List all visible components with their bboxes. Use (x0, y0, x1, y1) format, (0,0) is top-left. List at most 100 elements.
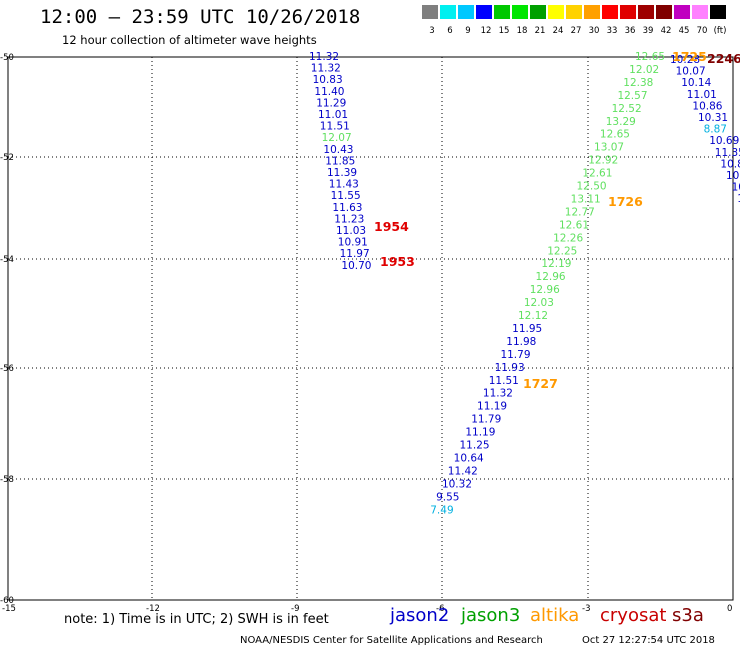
legend-s3a: s3a (672, 605, 704, 626)
wave-height-label: 12.61 (582, 168, 612, 180)
wave-height-label: 7.49 (430, 504, 453, 516)
wave-height-label: 10.28 (670, 54, 700, 66)
wave-height-label: 13.11 (571, 193, 601, 205)
wave-height-label: 13.07 (594, 142, 624, 154)
wave-height-label: 11.63 (332, 202, 362, 214)
wave-height-label: 10.83 (313, 74, 343, 86)
color-scale-label: 33 (606, 26, 618, 36)
wave-height-label: 11.51 (320, 121, 350, 133)
color-swatch (656, 5, 672, 19)
wave-height-label: 10. (732, 182, 740, 194)
y-tick-label: -50 (0, 53, 14, 63)
wave-height-label: 12.92 (588, 155, 618, 167)
wave-height-label: 11.79 (471, 414, 501, 426)
units-note: note: 1) Time is in UTC; 2) SWH is in fe… (64, 612, 329, 627)
wave-height-label: 11.51 (489, 375, 519, 387)
wave-height-label: 10.31 (698, 112, 728, 124)
wave-height-label: 11.85 (325, 155, 355, 167)
color-swatch (710, 5, 726, 19)
wave-height-label: 11.97 (340, 248, 370, 260)
wave-height-label: 13.29 (606, 116, 636, 128)
legend-altika: altika (530, 605, 580, 626)
y-tick-label: -60 (0, 596, 14, 606)
legend-jason2: jason2 (390, 605, 450, 626)
wave-height-label: 11.23 (334, 213, 364, 225)
wave-height-label: 11.42 (448, 465, 478, 477)
wave-height-label: 12.57 (617, 90, 647, 102)
wave-height-label: 12.96 (536, 271, 566, 283)
wave-height-label: 11.32 (311, 63, 341, 75)
color-swatch (422, 5, 438, 19)
pass-time-label: 1727 (523, 376, 558, 391)
wave-height-label: 11.98 (506, 336, 536, 348)
legend-jason3: jason3 (461, 605, 521, 626)
wave-height-label: 10.86 (692, 100, 722, 112)
color-scale-label: 3 (429, 26, 435, 36)
color-swatch (566, 5, 582, 19)
color-scale-label: 36 (624, 26, 636, 36)
wave-height-label: 11.43 (329, 179, 359, 191)
wave-height-label: 11.01 (687, 89, 717, 101)
wave-height-label: 12.02 (629, 64, 659, 76)
wave-height-label: 11.01 (318, 109, 348, 121)
footer-agency: NOAA/NESDIS Center for Satellite Applica… (240, 635, 543, 646)
color-scale-label: 15 (498, 26, 510, 36)
color-scale-label: (ft) (713, 26, 727, 36)
footer-timestamp: Oct 27 12:27:54 UTC 2018 (582, 635, 715, 646)
color-scale-label: 27 (570, 26, 582, 36)
color-swatch (530, 5, 546, 19)
wave-height-label: 11.55 (331, 190, 361, 202)
wave-height-label: 10.70 (341, 260, 371, 272)
color-swatch (584, 5, 600, 19)
wave-height-label: 10.86 (720, 158, 740, 170)
wave-height-label: 11.93 (495, 362, 525, 374)
color-swatch (494, 5, 510, 19)
color-scale-label: 30 (588, 26, 600, 36)
color-swatch (692, 5, 708, 19)
y-tick-label: -52 (0, 153, 14, 163)
y-tick-label: -58 (0, 475, 14, 485)
wave-height-label: 11.35 (715, 147, 740, 159)
wave-height-label: 11.19 (465, 427, 495, 439)
x-tick-label: 0 (727, 604, 732, 614)
color-swatch (476, 5, 492, 19)
wave-height-label: 11.29 (316, 97, 346, 109)
wave-height-label: 11.03 (336, 225, 366, 237)
x-tick-label: -6 (436, 604, 444, 614)
color-scale-label: 18 (516, 26, 528, 36)
color-scale-label: 45 (678, 26, 690, 36)
wave-height-label: 12.50 (577, 181, 607, 193)
wave-height-label: 10.91 (338, 237, 368, 249)
wave-height-label: 10.32 (442, 478, 472, 490)
wave-height-label: 10.14 (681, 77, 711, 89)
color-swatch (638, 5, 654, 19)
page-title: 12:00 – 23:59 UTC 10/26/2018 (40, 6, 361, 28)
wave-height-label: 9.55 (436, 491, 459, 503)
x-tick-label: -15 (2, 604, 16, 614)
x-tick-label: -9 (291, 604, 299, 614)
wave-height-label: 10.07 (676, 66, 706, 78)
wave-height-label: 12.07 (322, 132, 352, 144)
wave-height-label: 12.19 (541, 258, 571, 270)
wave-height-label: 12.77 (565, 206, 595, 218)
wave-height-label: 11.32 (483, 388, 513, 400)
wave-height-label: 12.12 (518, 310, 548, 322)
color-scale-label: 39 (642, 26, 654, 36)
page-subtitle: 12 hour collection of altimeter wave hei… (62, 33, 317, 47)
pass-time-label: 1953 (380, 254, 415, 269)
wave-height-label: 11.19 (477, 401, 507, 413)
color-swatch (458, 5, 474, 19)
y-tick-label: -56 (0, 364, 14, 374)
wave-height-label: 10.64 (454, 452, 484, 464)
wave-height-label: 11.79 (500, 349, 530, 361)
color-scale-label: 21 (534, 26, 546, 36)
wave-height-label: 1 (737, 193, 740, 205)
wave-height-label: 11.25 (460, 440, 490, 452)
plot-frame (7, 56, 734, 601)
pass-time-label: 1954 (374, 219, 409, 234)
wave-height-label: 10.69 (709, 135, 739, 147)
pass-time-label: 2246 (707, 51, 740, 66)
y-tick-label: -54 (0, 255, 14, 265)
